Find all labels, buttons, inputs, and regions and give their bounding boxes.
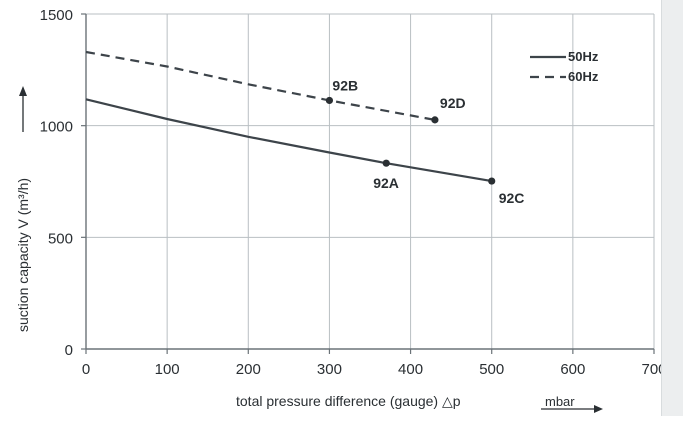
x-tick-label: 300: [317, 361, 342, 378]
point-label-92d: 92D: [440, 95, 466, 111]
x-tick-label: 0: [82, 361, 90, 378]
axes: [85, 14, 654, 350]
point-label-92a: 92A: [373, 175, 399, 191]
x-tick-label: 700: [641, 361, 666, 378]
point-label-92b: 92B: [332, 77, 358, 93]
legend-label-50hz: 50Hz: [568, 49, 599, 64]
x-axis-title: total pressure difference (gauge) △p: [236, 393, 461, 409]
x-axis-arrow: [541, 405, 603, 413]
page-side-strip: [661, 0, 683, 416]
y-tick-label: 0: [65, 342, 73, 359]
data-point-92c: [488, 177, 496, 185]
x-tick-label: 100: [155, 361, 180, 378]
point-markers: 92A 92C 92B 92D: [325, 77, 525, 206]
data-point-92b: [325, 96, 334, 105]
tick-labels: 0 100 200 300 400 500 600 700 0 500 1000 1500: [40, 7, 667, 378]
y-tick-label: 1500: [40, 7, 73, 24]
x-tick-label: 600: [560, 361, 585, 378]
data-point-92d: [431, 116, 439, 124]
y-axis-title: suction capacity V (m³/h): [15, 178, 31, 332]
y-axis-arrow: [19, 86, 27, 132]
series-line-50hz: [85, 98, 492, 183]
data-point-92a: [382, 159, 390, 167]
legend-label-60hz: 60Hz: [568, 69, 599, 84]
point-label-92c: 92C: [499, 190, 525, 206]
series-line-60hz: [85, 50, 436, 121]
legend: 50Hz 60Hz: [530, 49, 599, 84]
y-tick-label: 500: [48, 230, 73, 247]
x-axis-unit: mbar: [545, 394, 575, 409]
x-tick-label: 200: [236, 361, 261, 378]
grid: [81, 13, 655, 354]
x-tick-label: 500: [479, 361, 504, 378]
series-group: [85, 50, 492, 183]
y-tick-label: 1000: [40, 119, 73, 136]
x-tick-label: 400: [398, 361, 423, 378]
